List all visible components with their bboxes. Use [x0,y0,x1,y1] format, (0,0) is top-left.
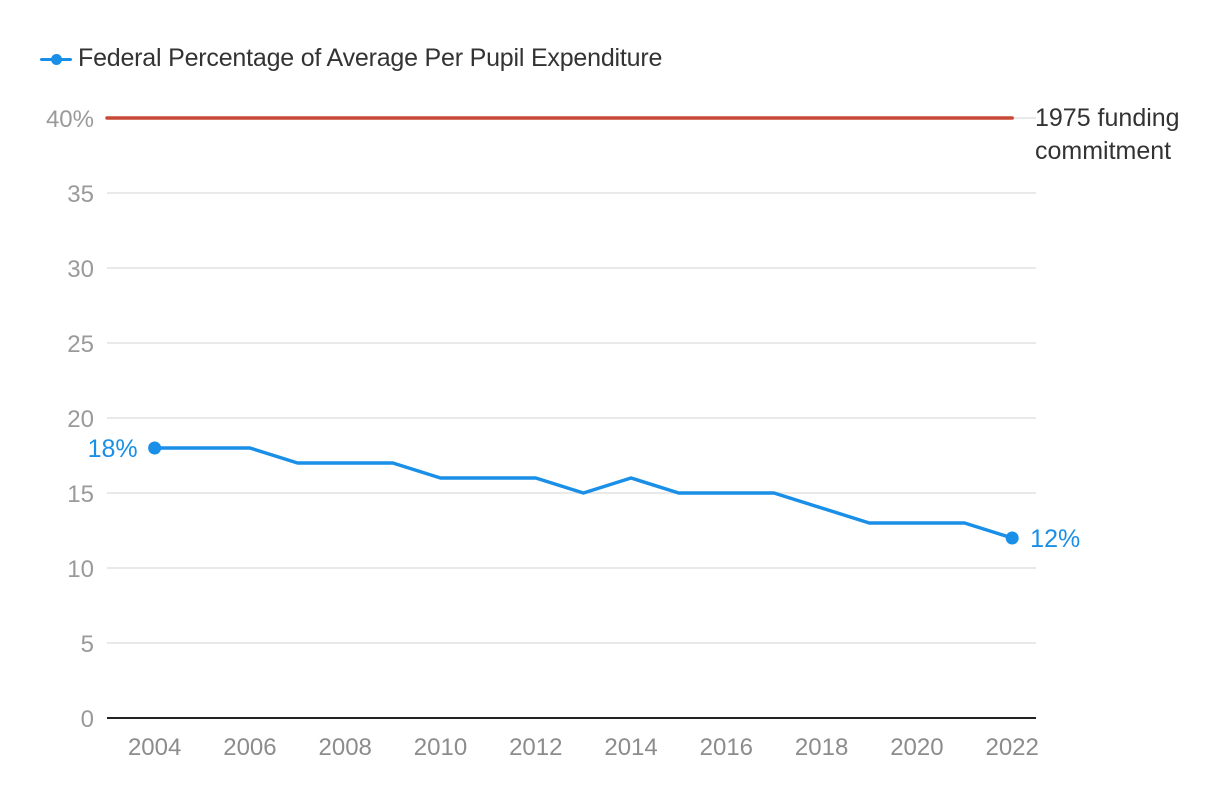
y-tick-label: 40% [46,106,94,133]
y-tick-label: 0 [81,706,94,733]
legend-label: Federal Percentage of Average Per Pupil … [78,44,663,72]
reference-label: commitment [1035,137,1171,165]
x-tick-label: 2006 [223,734,276,761]
x-tick-label: 2018 [795,734,848,761]
x-tick-label: 2020 [890,734,943,761]
legend: Federal Percentage of Average Per Pupil … [40,44,662,73]
y-tick-label: 10 [67,556,94,583]
x-tick-label: 2004 [128,734,181,761]
series-line [152,446,1014,540]
start-point [148,441,162,455]
x-tick-label: 2010 [414,734,467,761]
y-tick-label: 5 [81,631,94,658]
x-tick-label: 2012 [509,734,562,761]
x-tick-label: 2014 [604,734,657,761]
y-tick-label: 30 [67,256,94,283]
y-tick-label: 25 [67,331,94,358]
end-point [1005,531,1019,545]
y-tick-label: 20 [67,406,94,433]
start-value-label: 18% [88,435,138,463]
y-tick-label: 35 [67,181,94,208]
reference-label: 1975 funding [1035,104,1180,132]
x-tick-label: 2022 [985,734,1038,761]
end-value-label: 12% [1030,525,1080,553]
legend-line-dot-icon [40,51,72,67]
y-tick-label: 15 [67,481,94,508]
x-tick-label: 2016 [700,734,753,761]
x-tick-label: 2008 [319,734,372,761]
